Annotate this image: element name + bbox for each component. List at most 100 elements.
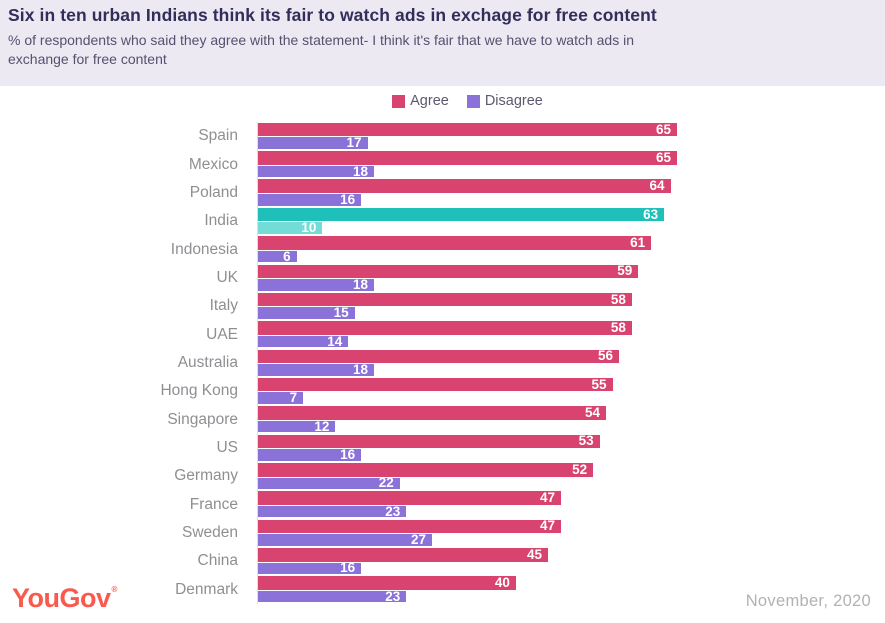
bar-group: 59 18 xyxy=(257,263,885,293)
agree-bar-value: 45 xyxy=(527,546,543,562)
disagree-bar: 16 xyxy=(258,446,362,462)
disagree-bar: 10 xyxy=(258,220,323,236)
date-label: November, 2020 xyxy=(745,592,871,610)
bar-group: 55 7 xyxy=(257,376,885,406)
disagree-bar: 6 xyxy=(258,248,297,264)
disagree-bar: 15 xyxy=(258,305,355,321)
agree-bar: 54 xyxy=(258,405,607,421)
agree-bar: 40 xyxy=(258,576,516,590)
disagree-bar: 18 xyxy=(258,363,375,376)
country-label: Australia xyxy=(177,353,238,371)
bar-group: 54 12 xyxy=(257,405,885,434)
registered-mark-icon: ® xyxy=(111,585,118,594)
agree-bar-value: 64 xyxy=(649,178,665,194)
disagree-bar-value: 18 xyxy=(352,163,369,179)
agree-bar: 47 xyxy=(258,491,561,505)
country-label: Sweden xyxy=(181,523,238,541)
agree-bar: 65 xyxy=(258,121,677,137)
bar-group: 45 16 xyxy=(257,546,885,576)
bar-group: 47 23 xyxy=(257,490,885,519)
disagree-bar-value: 7 xyxy=(289,390,298,406)
chart-row: UAE 58 14 xyxy=(0,320,885,349)
agree-bar: 47 xyxy=(258,518,561,534)
disagree-bar-value: 18 xyxy=(352,276,369,292)
bar-group: 64 16 xyxy=(257,178,885,208)
agree-bar-value: 65 xyxy=(655,121,671,137)
disagree-bar-value: 16 xyxy=(340,560,356,576)
disagree-bar-value: 16 xyxy=(340,191,356,207)
bar-group: 56 18 xyxy=(257,348,885,378)
chart-row: China 45 16 xyxy=(0,546,885,576)
disagree-bar: 16 xyxy=(258,560,362,576)
disagree-bar: 27 xyxy=(258,532,433,547)
bar-group: 65 17 xyxy=(257,121,885,151)
chart-row: Sweden 47 27 xyxy=(0,518,885,548)
country-label: Mexico xyxy=(188,155,238,173)
chart-row: UK 59 18 xyxy=(0,263,885,293)
agree-bar-value: 59 xyxy=(617,263,633,279)
legend-item-agree: Agree xyxy=(392,93,449,109)
agree-bar-value: 56 xyxy=(597,348,613,364)
bar-group: 58 15 xyxy=(257,291,885,321)
agree-bar-value: 58 xyxy=(610,320,626,335)
chart-row: Italy 58 15 xyxy=(0,291,885,321)
bar-group: 61 6 xyxy=(257,234,885,264)
bar-group: 53 16 xyxy=(257,433,885,463)
disagree-bar-value: 14 xyxy=(327,333,343,349)
agree-bar: 61 xyxy=(258,234,652,250)
yougov-logo: YouGov® xyxy=(12,583,118,614)
chart-row: Poland 64 16 xyxy=(0,178,885,208)
agree-bar-value: 47 xyxy=(539,518,555,534)
disagree-bar-value: 16 xyxy=(340,446,356,462)
chart-row: Spain 65 17 xyxy=(0,121,885,151)
bar-chart: Spain 65 17 Mexico 65 18 Poland 64 16 India 63 10 In… xyxy=(0,122,885,604)
disagree-bar-value: 6 xyxy=(283,248,291,264)
yougov-logo-text: YouGov xyxy=(12,583,111,613)
page-subtitle-line2: exchange for free content xyxy=(8,50,167,67)
page-subtitle: % of respondents who said they agree wit… xyxy=(8,31,875,68)
chart-row: Germany 52 22 xyxy=(0,462,885,491)
chart-row: Mexico 65 18 xyxy=(0,150,885,179)
country-label: US xyxy=(216,438,238,456)
agree-bar-value: 54 xyxy=(585,405,601,421)
chart-row: Denmark 40 23 xyxy=(0,575,885,604)
agree-bar: 56 xyxy=(258,348,619,364)
disagree-bar-value: 15 xyxy=(333,305,349,321)
agree-bar-value: 55 xyxy=(591,376,607,392)
disagree-bar: 16 xyxy=(258,191,362,207)
legend: Agree Disagree xyxy=(258,92,677,110)
disagree-bar: 22 xyxy=(258,475,400,491)
chart-row: Australia 56 18 xyxy=(0,348,885,378)
country-label: Denmark xyxy=(175,580,238,598)
legend-swatch-disagree-icon xyxy=(466,94,480,108)
agree-bar: 65 xyxy=(258,151,677,165)
disagree-bar-value: 17 xyxy=(346,135,362,151)
chart-row: Indonesia 61 6 xyxy=(0,234,885,264)
agree-bar-value: 47 xyxy=(539,490,555,506)
agree-bar-value: 58 xyxy=(610,291,626,307)
bar-group: 47 27 xyxy=(257,518,885,548)
disagree-bar-value: 10 xyxy=(301,220,317,236)
country-label: France xyxy=(189,495,238,513)
country-label: Italy xyxy=(209,297,238,315)
header-band: Six in ten urban Indians think its fair … xyxy=(0,0,885,86)
agree-bar: 63 xyxy=(258,207,665,222)
disagree-bar-value: 27 xyxy=(411,532,427,547)
bar-group: 65 18 xyxy=(257,150,885,179)
agree-bar-value: 61 xyxy=(630,234,646,250)
agree-bar: 45 xyxy=(258,546,549,562)
disagree-bar-value: 22 xyxy=(378,475,394,491)
page-subtitle-line1: % of respondents who said they agree wit… xyxy=(8,32,635,48)
agree-bar: 58 xyxy=(258,321,632,335)
country-label: India xyxy=(204,212,238,230)
agree-bar: 52 xyxy=(258,462,594,477)
disagree-bar: 18 xyxy=(258,276,375,292)
legend-label-agree: Agree xyxy=(410,93,449,109)
chart-row: Singapore 54 12 xyxy=(0,405,885,434)
disagree-bar: 23 xyxy=(258,503,407,519)
bar-group: 63 10 xyxy=(257,207,885,236)
disagree-bar: 18 xyxy=(258,163,375,179)
agree-bar-value: 53 xyxy=(578,433,594,449)
country-label: UK xyxy=(216,268,238,286)
disagree-bar-value: 23 xyxy=(385,503,401,519)
